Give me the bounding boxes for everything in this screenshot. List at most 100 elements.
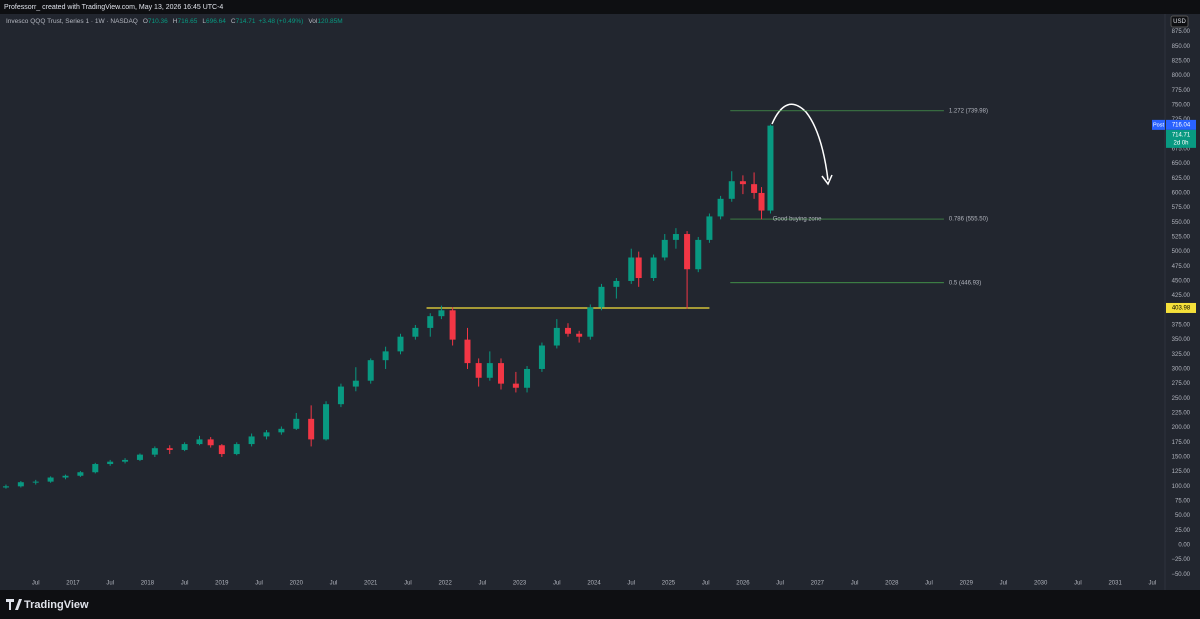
y-tick-label: 75.00	[1175, 499, 1191, 505]
legend-key: Vol	[308, 18, 318, 25]
legend-value: 696.64	[206, 18, 226, 25]
y-tick-label: 875.00	[1172, 29, 1191, 35]
candle-body	[136, 454, 143, 460]
last-price: 714.71	[1172, 132, 1191, 138]
y-tick-label: 175.00	[1172, 440, 1191, 446]
candle-body	[628, 257, 635, 281]
candle-body	[650, 257, 657, 279]
x-tick-label: Jul	[255, 581, 263, 587]
candle-body	[739, 181, 746, 185]
candle-body	[598, 286, 605, 308]
candle-body	[166, 448, 173, 450]
x-tick-label: 2021	[364, 581, 378, 587]
candle-body	[717, 198, 724, 217]
fib-label: 0.5 (446.93)	[949, 280, 981, 286]
candle-body	[397, 336, 404, 352]
y-tick-label: 600.00	[1172, 191, 1191, 197]
x-tick-label: 2023	[513, 581, 527, 587]
legend-key: L	[202, 18, 206, 25]
legend-key: O	[143, 18, 148, 25]
price-tag-label: 403.98	[1172, 306, 1191, 312]
candle-body	[308, 418, 315, 440]
x-tick-label: Jul	[553, 581, 561, 587]
candle-body	[564, 327, 571, 334]
y-tick-label: −25.00	[1171, 557, 1190, 563]
x-tick-label: 2026	[736, 581, 750, 587]
y-tick-label: 375.00	[1172, 323, 1191, 329]
candle-body	[486, 363, 493, 378]
brand-logo	[6, 599, 22, 610]
price-tag	[1166, 302, 1196, 313]
y-tick-label: 525.00	[1172, 235, 1191, 241]
y-tick-label: −50.00	[1171, 572, 1190, 578]
candle-body	[107, 461, 114, 465]
arrow	[771, 103, 829, 181]
currency-box	[1170, 15, 1189, 28]
y-tick-label: 125.00	[1172, 469, 1191, 475]
candle-body	[263, 432, 270, 437]
legend-value: 714.71	[236, 18, 256, 25]
legend-value: 120.85M	[317, 18, 342, 25]
x-tick-label: 2025	[662, 581, 676, 587]
candle-body	[728, 181, 735, 199]
y-tick-label: 25.00	[1175, 528, 1191, 534]
legend-value: 710.36	[148, 18, 168, 25]
candle-body	[635, 257, 642, 279]
post-tag	[1152, 119, 1165, 130]
y-tick-label: 650.00	[1172, 161, 1191, 167]
y-tick-label: 800.00	[1172, 73, 1191, 79]
x-tick-label: Jul	[851, 581, 859, 587]
y-tick-label: 150.00	[1172, 455, 1191, 461]
candle-body	[449, 310, 456, 340]
y-tick-label: 450.00	[1172, 279, 1191, 285]
candle-body	[412, 327, 419, 337]
x-tick-label: Jul	[181, 581, 189, 587]
legend-change: +3.48 (+0.49%)	[259, 18, 304, 25]
candle-body	[576, 333, 583, 337]
candle-body	[352, 380, 359, 387]
candle-body	[17, 482, 24, 487]
y-tick-label: 200.00	[1172, 425, 1191, 431]
candle-body	[278, 428, 285, 433]
x-tick-label: Jul	[330, 581, 338, 587]
candle-body	[77, 472, 84, 476]
x-tick-label: Jul	[1000, 581, 1008, 587]
x-tick-label: Jul	[106, 581, 114, 587]
candle-body	[613, 280, 620, 287]
x-tick-label: 2020	[290, 581, 304, 587]
legend-title: Invesco QQQ Trust, Series 1 · 1W · NASDA…	[6, 18, 138, 25]
candle-body	[382, 351, 389, 361]
x-tick-label: 2027	[811, 581, 825, 587]
y-tick-label: 775.00	[1172, 88, 1191, 94]
post-price: 716.04	[1172, 122, 1191, 128]
x-tick-label: 2022	[438, 581, 452, 587]
candle-body	[758, 192, 765, 211]
x-tick-label: Jul	[776, 581, 784, 587]
fib-label: 1.272 (739.98)	[949, 108, 988, 114]
candle-body	[553, 327, 560, 346]
candle-body	[538, 345, 545, 369]
candle-body	[151, 448, 158, 455]
x-tick-label: Jul	[404, 581, 412, 587]
y-tick-label: 225.00	[1172, 411, 1191, 417]
candle-body	[207, 439, 214, 446]
countdown: 2d 0h	[1173, 140, 1188, 146]
brand: TradingView	[24, 599, 89, 611]
x-tick-label: 2017	[66, 581, 80, 587]
candle-body	[512, 383, 519, 388]
x-tick-label: Jul	[479, 581, 487, 587]
y-tick-label: 100.00	[1172, 484, 1191, 490]
candle-body	[695, 239, 702, 270]
x-tick-label: Jul	[1074, 581, 1082, 587]
y-tick-label: 575.00	[1172, 205, 1191, 211]
candle-body	[92, 464, 99, 473]
candle-body	[323, 404, 330, 440]
x-tick-label: 2031	[1108, 581, 1122, 587]
y-tick-label: 425.00	[1172, 293, 1191, 299]
y-tick-label: 825.00	[1172, 59, 1191, 65]
candle-body	[293, 418, 300, 429]
top-bar	[0, 0, 1200, 14]
candle-body	[233, 444, 240, 455]
x-tick-label: Jul	[627, 581, 635, 587]
